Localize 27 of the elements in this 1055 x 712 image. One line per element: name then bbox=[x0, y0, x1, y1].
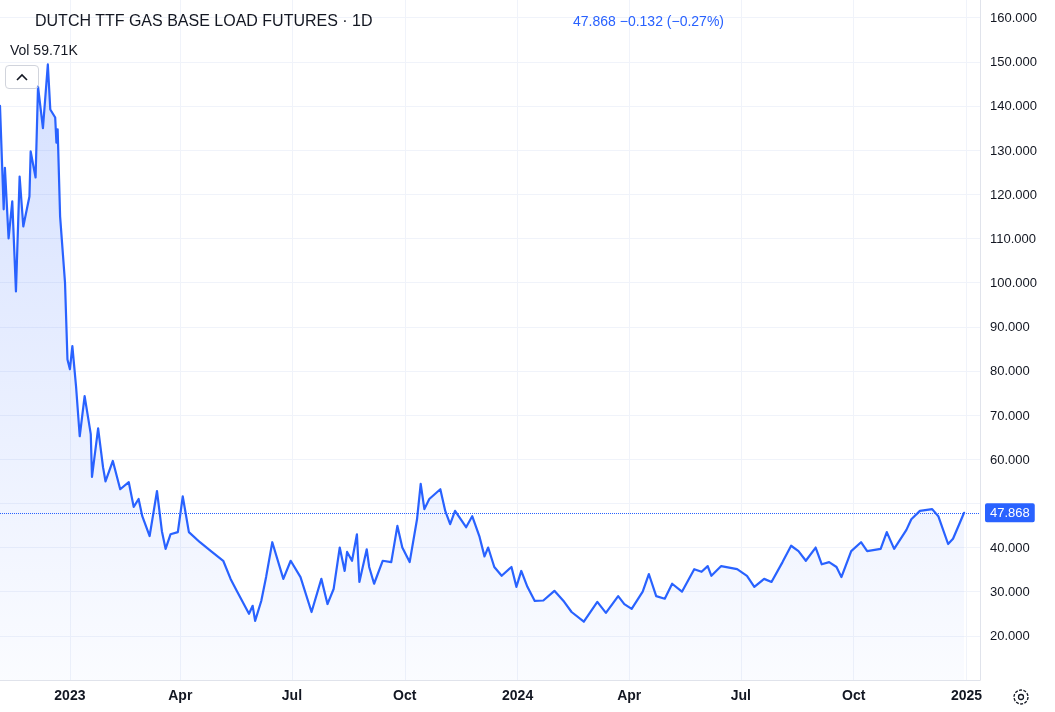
y-tick-label: 140.000 bbox=[990, 98, 1037, 114]
y-tick-label: 120.000 bbox=[990, 186, 1037, 202]
x-tick-label: 2023 bbox=[54, 687, 86, 703]
y-tick-label: 100.000 bbox=[990, 275, 1037, 291]
annotation: Vol 59.71K bbox=[10, 42, 79, 58]
x-tick-label: Oct bbox=[393, 687, 417, 703]
y-tick-label: 60.000 bbox=[990, 451, 1030, 467]
x-tick-label: Oct bbox=[842, 687, 866, 703]
x-tick-label: Jul bbox=[730, 687, 751, 703]
y-tick-label: 130.000 bbox=[990, 142, 1037, 158]
y-tick-label: 90.000 bbox=[990, 319, 1030, 335]
x-tick-label: Apr bbox=[617, 687, 642, 703]
y-tick-label: 110.000 bbox=[990, 230, 1037, 246]
text: DUTCH TTF GAS BASE LOAD FUTURES · 1D bbox=[35, 11, 373, 29]
y-tick-label: 70.000 bbox=[990, 407, 1030, 423]
text: 47.868 −0.132 (−0.27%) bbox=[573, 13, 725, 29]
y-tick-label: 160.000 bbox=[990, 10, 1037, 26]
x-tick-label: Apr bbox=[168, 687, 193, 703]
ref-line-label: 47.868 bbox=[990, 505, 1030, 521]
x-tick-label: 2025 bbox=[950, 687, 983, 703]
y-tick-label: 80.000 bbox=[990, 363, 1030, 379]
y-tick-label: 30.000 bbox=[990, 584, 1030, 600]
y-tick-label: 40.000 bbox=[990, 540, 1030, 556]
y-tick-label: 150.000 bbox=[990, 54, 1037, 70]
x-tick-label: 2024 bbox=[502, 687, 534, 703]
y-tick-label: 20.000 bbox=[990, 628, 1030, 644]
x-tick-label: Jul bbox=[281, 687, 303, 703]
